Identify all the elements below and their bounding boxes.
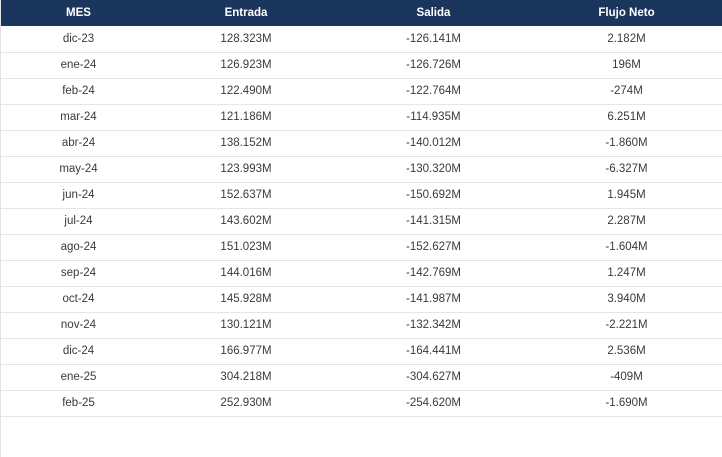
cell-entrada: 138.152M: [220, 137, 272, 149]
column-header-entrada[interactable]: Entrada: [224, 7, 268, 19]
cell-salida: -254.620M: [406, 397, 461, 409]
cell-mes: jul-24: [64, 215, 93, 227]
cell-salida: -304.627M: [406, 371, 461, 383]
table-row: ago-24 151.023M -152.627M -1.604M: [1, 234, 722, 260]
cell-entrada: 126.923M: [220, 59, 272, 71]
table-row: ene-24 126.923M -126.726M 196M: [1, 52, 722, 78]
cell-entrada: 151.023M: [220, 241, 272, 253]
table-row: jun-24 152.637M -150.692M 1.945M: [1, 182, 722, 208]
table-row: may-24 123.993M -130.320M -6.327M: [1, 156, 722, 182]
cell-salida: -132.342M: [406, 319, 461, 331]
cell-salida: -114.935M: [406, 111, 461, 123]
cell-flujo-neto: -1.604M: [605, 241, 648, 253]
cell-mes: sep-24: [60, 267, 97, 279]
cell-mes: ago-24: [60, 241, 97, 253]
table-row: dic-23 128.323M -126.141M 2.182M: [1, 26, 722, 52]
cell-entrada: 304.218M: [220, 371, 272, 383]
cell-salida: -130.320M: [406, 163, 461, 175]
cell-salida: -141.315M: [406, 215, 461, 227]
cell-mes: may-24: [59, 163, 98, 175]
table-row: sep-24 144.016M -142.769M 1.247M: [1, 260, 722, 286]
cell-entrada: 144.016M: [220, 267, 272, 279]
cell-flujo-neto: 1.945M: [607, 189, 646, 201]
cell-salida: -126.141M: [406, 32, 461, 45]
cell-salida: -140.012M: [406, 137, 461, 149]
cell-flujo-neto: -1.690M: [605, 397, 648, 409]
cell-flujo-neto: 2.287M: [607, 215, 646, 227]
cell-flujo-neto: 6.251M: [607, 111, 646, 123]
cell-flujo-neto: -1.860M: [605, 137, 648, 149]
table-row: feb-24 122.490M -122.764M -274M: [1, 78, 722, 104]
cell-entrada: 130.121M: [220, 319, 272, 331]
table-row: nov-24 130.121M -132.342M -2.221M: [1, 312, 722, 338]
cell-salida: -126.726M: [406, 59, 461, 71]
cell-mes: feb-25: [62, 397, 95, 409]
table-row: mar-24 121.186M -114.935M 6.251M: [1, 104, 722, 130]
cell-entrada: 122.490M: [220, 85, 272, 97]
column-header-flujo-neto[interactable]: Flujo Neto: [598, 7, 655, 19]
cell-mes: feb-24: [62, 85, 95, 97]
cell-entrada: 252.930M: [220, 397, 272, 409]
table-body: dic-23 128.323M -126.141M 2.182M ene-24 126.9…: [1, 26, 722, 416]
header-row: MES Entrada Salida Flujo Neto: [1, 0, 722, 26]
cell-flujo-neto: 3.940M: [607, 293, 646, 305]
cell-mes: oct-24: [62, 293, 95, 305]
cell-mes: mar-24: [60, 111, 97, 123]
cell-entrada: 128.323M: [220, 32, 272, 45]
cell-entrada: 143.602M: [220, 215, 272, 227]
cell-flujo-neto: 1.247M: [607, 267, 646, 279]
cell-flujo-neto: -409M: [610, 371, 643, 383]
cell-mes: ene-25: [60, 371, 97, 383]
cell-flujo-neto: -2.221M: [605, 319, 648, 331]
cell-mes: nov-24: [60, 319, 97, 331]
cell-salida: -141.987M: [406, 293, 461, 305]
cell-flujo-neto: 2.182M: [607, 32, 646, 45]
cell-salida: -164.441M: [406, 345, 461, 357]
cell-mes: abr-24: [61, 137, 96, 149]
table-row: jul-24 143.602M -141.315M 2.287M: [1, 208, 722, 234]
cell-mes: jun-24: [62, 189, 95, 201]
cell-mes: ene-24: [60, 59, 97, 71]
column-header-salida[interactable]: Salida: [416, 7, 451, 19]
cell-entrada: 121.186M: [220, 111, 272, 123]
cell-salida: -142.769M: [406, 267, 461, 279]
cell-mes: dic-24: [62, 345, 95, 357]
cell-salida: -152.627M: [406, 241, 461, 253]
cell-mes: dic-23: [62, 32, 95, 45]
cell-salida: -122.764M: [406, 85, 461, 97]
cell-entrada: 123.993M: [220, 163, 272, 175]
cell-flujo-neto: 2.536M: [607, 345, 646, 357]
cell-entrada: 145.928M: [220, 293, 272, 305]
cell-entrada: 152.637M: [220, 189, 272, 201]
cell-entrada: 166.977M: [220, 345, 272, 357]
column-header-mes[interactable]: MES: [66, 7, 91, 19]
cell-flujo-neto: -274M: [610, 85, 643, 97]
cell-flujo-neto: -6.327M: [605, 163, 648, 175]
table-row: ene-25 304.218M -304.627M -409M: [1, 364, 722, 390]
table-row: dic-24 166.977M -164.441M 2.536M: [1, 338, 722, 364]
cell-flujo-neto: 196M: [612, 59, 641, 71]
table-row: oct-24 145.928M -141.987M 3.940M: [1, 286, 722, 312]
table-row: abr-24 138.152M -140.012M -1.860M: [1, 130, 722, 156]
cell-salida: -150.692M: [406, 189, 461, 201]
table-header: MES Entrada Salida Flujo Neto: [1, 0, 722, 26]
table-row: feb-25 252.930M -254.620M -1.690M: [1, 390, 722, 416]
flow-table: MES Entrada Salida Flujo Neto dic-23 128.…: [1, 0, 722, 417]
